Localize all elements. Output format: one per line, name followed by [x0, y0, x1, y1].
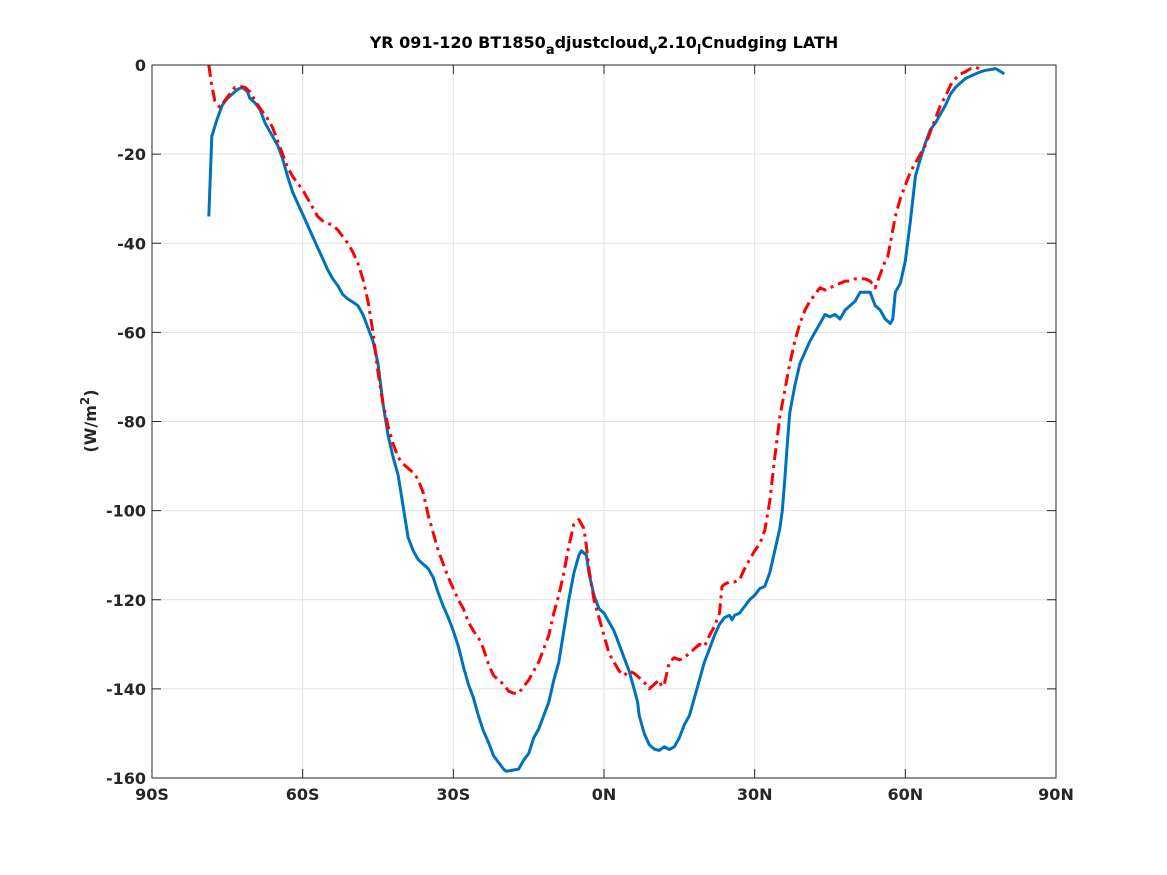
x-tick-label: 60N [888, 785, 924, 804]
y-tick-label: -140 [106, 680, 146, 699]
y-axis-label: (W/m2) [78, 389, 100, 452]
y-label-base: (W/m [81, 405, 100, 452]
title-subscript: a [546, 43, 555, 58]
x-tick-label: 90N [1038, 785, 1074, 804]
series-line-2 [207, 64, 985, 695]
x-tick-label: 60S [286, 785, 320, 804]
y-tick-label: -160 [106, 769, 146, 788]
y-tick-label: 0 [135, 56, 146, 75]
title-segment: YR 091-120 BT1850 [369, 33, 546, 52]
y-label-superscript: 2 [78, 397, 92, 405]
tick-layer: 90S 60S 30S 0N 30N 60N 90N 0 -20 -40 -60 -80 -100 -12… [106, 56, 1074, 804]
chart-title: YR 091-120 BT1850adjustcloudv2.10lCnudgi… [369, 33, 839, 58]
title-subscript: v [649, 43, 658, 58]
x-tick-label: 90S [135, 785, 169, 804]
series-line-1 [207, 67, 1006, 773]
x-tick-label: 30N [737, 785, 773, 804]
title-segment: djustcloud [555, 33, 649, 52]
x-tick-label: 0N [592, 785, 617, 804]
y-tick-label: -120 [106, 591, 146, 610]
x-tick-label: 30S [436, 785, 470, 804]
y-tick-label: -40 [117, 234, 146, 253]
series-layer [207, 64, 1006, 773]
y-label-close: ) [81, 389, 100, 396]
title-subscript: l [697, 43, 701, 58]
y-tick-label: -20 [117, 145, 146, 164]
title-segment: Cnudging LATH [701, 33, 838, 52]
y-tick-label: -60 [117, 323, 146, 342]
title-segment: 2.10 [657, 33, 696, 52]
y-tick-label: -80 [117, 413, 146, 432]
y-tick-label: -100 [106, 502, 146, 521]
